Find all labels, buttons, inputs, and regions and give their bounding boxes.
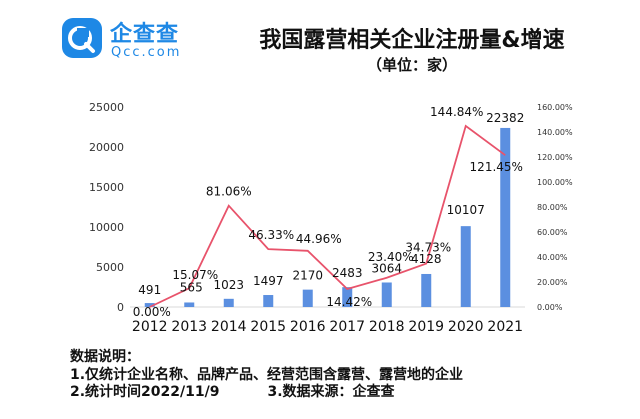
y-right-tick-label: 80.00% — [537, 203, 568, 212]
y-right-tick-label: 40.00% — [537, 253, 568, 262]
bar — [302, 289, 313, 307]
bar — [184, 302, 195, 307]
bar — [381, 282, 392, 307]
bar-value-label: 2483 — [332, 266, 363, 280]
x-tick-label: 2018 — [369, 319, 405, 335]
line-value-label: 46.33% — [248, 228, 294, 242]
x-tick-label: 2014 — [211, 319, 247, 335]
growth-rate-line — [149, 124, 506, 308]
y-left-tick-label: 25000 — [89, 101, 124, 114]
y-right-tick-label: 100.00% — [537, 178, 573, 187]
bar — [421, 273, 432, 307]
line-value-label: 15.07% — [172, 268, 218, 282]
y-right-tick-label: 160.00% — [537, 103, 573, 112]
line-value-label: 44.96% — [296, 232, 342, 246]
y-right-tick-label: 60.00% — [537, 228, 568, 237]
bar-value-label: 10107 — [447, 203, 485, 217]
y-left-tick-label: 20000 — [89, 141, 124, 154]
bar-value-label: 1497 — [253, 274, 284, 288]
x-tick-label: 2020 — [448, 319, 484, 335]
y-left-tick-label: 0 — [117, 301, 124, 314]
logo-name-en: Qcc.com — [111, 45, 182, 60]
line-value-label: 34.73% — [405, 241, 451, 255]
notes-heading: 数据说明： — [70, 349, 140, 365]
qcc-logo: 企查查 Qcc.com — [62, 16, 212, 64]
x-tick-label: 2015 — [250, 319, 286, 335]
logo-name-cn: 企查查 — [110, 22, 180, 47]
notes-line-2: 2.统计时间2022/11/9 3.数据来源：企查查 — [70, 384, 463, 402]
bar-value-label: 3064 — [371, 261, 402, 275]
chart-title: 我国露营相关企业注册量&增速 — [259, 28, 565, 53]
x-tick-label: 2013 — [171, 319, 207, 335]
bar-value-label: 4128 — [411, 252, 442, 266]
notes-line-1: 1.仅统计企业名称、品牌产品、经营范围含露营、露营地的企业 — [70, 366, 464, 383]
line-value-label: 121.45% — [470, 160, 523, 174]
y-right-tick-label: 0.00% — [537, 303, 563, 312]
y-left-tick-label: 10000 — [89, 221, 124, 234]
y-right-tick-label: 120.00% — [537, 153, 573, 162]
bar — [500, 127, 511, 307]
line-value-label: 14.42% — [326, 295, 372, 309]
qcc-logo-icon — [62, 18, 102, 58]
line-value-label: 144.84% — [430, 105, 483, 119]
notes-line-2a: 2.统计时间2022/11/9 — [70, 384, 220, 400]
notes-line-2b: 3.数据来源：企查查 — [267, 384, 395, 400]
y-right-tick-label: 140.00% — [537, 128, 573, 137]
bar-value-label: 2170 — [292, 269, 323, 283]
x-tick-label: 2019 — [408, 319, 444, 335]
x-tick-label: 2012 — [132, 319, 168, 335]
bar-value-label: 1023 — [213, 278, 244, 292]
bar — [263, 295, 274, 307]
bar — [223, 298, 234, 307]
bar — [342, 287, 353, 307]
bar — [144, 303, 155, 307]
data-notes: 数据说明： 1.仅统计企业名称、品牌产品、经营范围含露营、露营地的企业 2.统计… — [70, 349, 463, 402]
bar-value-label: 565 — [180, 280, 203, 294]
chart-unit: （单位：家） — [366, 56, 457, 74]
x-tick-label: 2021 — [487, 319, 523, 335]
line-value-label: 0.00% — [133, 305, 171, 319]
y-left-tick-label: 5000 — [96, 261, 124, 274]
line-value-label: 23.40% — [368, 250, 414, 264]
y-right-tick-label: 20.00% — [537, 278, 568, 287]
x-tick-label: 2016 — [290, 319, 326, 335]
line-value-label: 81.06% — [206, 185, 252, 199]
bar-value-label: 22382 — [486, 111, 524, 125]
x-tick-label: 2017 — [329, 319, 365, 335]
bar-value-label: 491 — [138, 283, 161, 297]
bar — [460, 226, 471, 307]
y-left-tick-label: 15000 — [89, 181, 124, 194]
